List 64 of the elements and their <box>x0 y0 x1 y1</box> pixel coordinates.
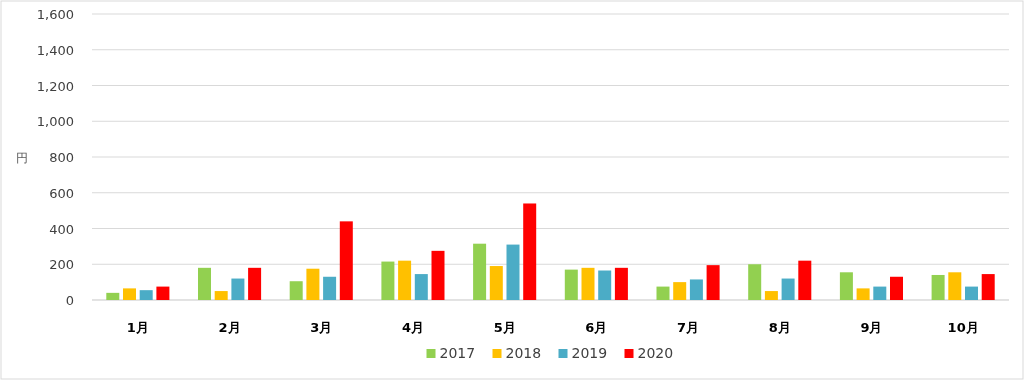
y-tick-label: 400 <box>49 221 74 237</box>
bar <box>948 272 962 300</box>
bar <box>931 274 945 300</box>
bar <box>506 244 520 300</box>
bar <box>564 269 578 300</box>
bar <box>339 221 353 300</box>
bar <box>581 267 595 300</box>
bar <box>614 267 628 300</box>
bar <box>656 286 670 300</box>
y-tick-label: 1,200 <box>36 78 74 94</box>
bar <box>981 274 995 300</box>
bar <box>873 286 887 300</box>
y-tick-label: 0 <box>65 293 74 308</box>
bar <box>781 278 795 300</box>
bar <box>248 267 262 300</box>
x-tick-label: 3月 <box>310 320 333 335</box>
y-tick-label: 1,000 <box>36 114 74 130</box>
bar <box>598 270 612 300</box>
bar <box>706 265 720 300</box>
bar <box>381 261 395 300</box>
bar <box>123 288 136 300</box>
x-tick-label: 7月 <box>677 320 700 335</box>
bar <box>214 291 228 300</box>
x-tick-label: 9月 <box>860 320 883 335</box>
bar <box>139 290 153 300</box>
bar <box>323 276 337 300</box>
bar <box>289 281 303 300</box>
bar <box>890 276 903 300</box>
bar <box>856 288 870 300</box>
y-tick-label: 800 <box>49 150 74 165</box>
bar <box>156 286 170 300</box>
y-axis-title: 円 <box>16 151 28 165</box>
bar <box>398 260 412 300</box>
bar <box>198 267 211 300</box>
bar <box>965 286 978 300</box>
legend-label: 2020 <box>637 345 674 361</box>
legend-label: 2018 <box>505 345 542 361</box>
y-tick-label: 1,600 <box>36 7 74 22</box>
bar <box>748 264 762 300</box>
bar <box>523 203 537 300</box>
x-tick-label: 6月 <box>585 320 608 335</box>
bar <box>306 268 320 300</box>
x-tick-label: 10月 <box>947 320 979 335</box>
x-tick-label: 5月 <box>493 320 516 335</box>
bar <box>489 266 503 300</box>
bar <box>431 250 445 300</box>
y-tick-label: 1,400 <box>36 42 74 58</box>
bar <box>839 272 853 300</box>
y-tick-label: 600 <box>49 185 74 201</box>
x-tick-label: 1月 <box>126 320 149 335</box>
y-tick-label: 200 <box>49 257 74 273</box>
legend-label: 2019 <box>571 345 608 361</box>
legend-label: 2017 <box>439 345 476 361</box>
x-tick-label: 4月 <box>401 320 424 335</box>
bar <box>798 260 812 300</box>
bar <box>414 274 428 300</box>
bar <box>764 291 778 300</box>
bar <box>689 279 703 300</box>
bar <box>106 292 120 300</box>
bar <box>673 282 687 300</box>
x-tick-label: 8月 <box>768 320 791 335</box>
x-tick-label: 2月 <box>218 320 241 335</box>
bar <box>473 243 487 300</box>
bar <box>231 278 245 300</box>
